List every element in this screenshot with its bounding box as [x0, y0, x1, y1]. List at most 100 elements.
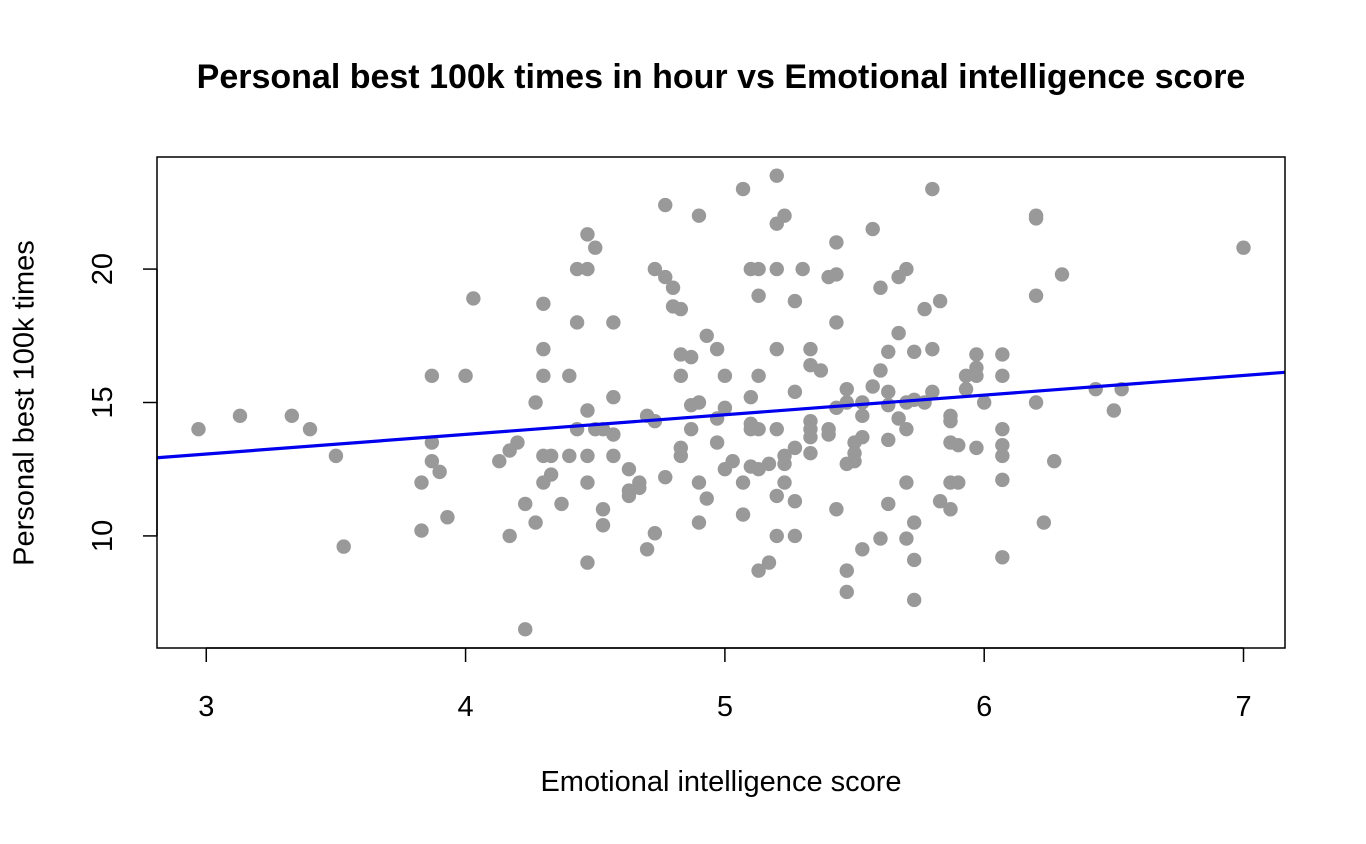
data-point: [995, 437, 1010, 453]
x-tick-label: 3: [198, 691, 214, 723]
data-point: [995, 347, 1010, 362]
data-point: [769, 421, 784, 437]
data-point: [658, 197, 673, 213]
data-point: [691, 395, 707, 410]
data-point: [751, 421, 766, 437]
data-point: [1028, 211, 1044, 226]
data-point: [691, 208, 707, 223]
data-point: [518, 622, 533, 637]
data-point: [502, 528, 517, 544]
data-point: [803, 446, 818, 461]
y-tick-label: 15: [87, 386, 119, 418]
data-point: [855, 542, 870, 557]
data-point: [769, 528, 784, 544]
data-point: [743, 389, 759, 405]
data-points: [191, 168, 1251, 637]
data-point: [510, 435, 525, 450]
data-point: [891, 325, 906, 341]
data-point: [906, 515, 922, 530]
data-point: [709, 435, 725, 450]
data-point: [735, 181, 751, 197]
data-point: [855, 429, 870, 445]
data-point: [943, 413, 958, 429]
data-point: [492, 454, 507, 469]
data-point: [658, 269, 673, 285]
data-point: [777, 208, 792, 223]
data-point: [829, 315, 844, 330]
data-point: [647, 261, 663, 277]
data-point: [536, 296, 551, 311]
data-point: [847, 454, 862, 469]
data-point: [932, 293, 948, 309]
data-point: [769, 341, 784, 357]
data-point: [899, 421, 914, 437]
data-point: [580, 555, 595, 570]
data-point: [432, 464, 447, 480]
data-point: [951, 437, 966, 453]
data-point: [873, 531, 888, 546]
data-point: [580, 403, 595, 418]
data-point: [580, 261, 595, 277]
data-point: [518, 496, 533, 512]
data-point: [795, 261, 810, 277]
data-point: [606, 448, 621, 464]
data-point: [621, 488, 637, 504]
data-point: [717, 400, 733, 416]
data-point: [769, 168, 784, 183]
data-point: [865, 379, 880, 394]
data-point: [595, 518, 611, 533]
data-point: [932, 494, 948, 509]
data-point: [906, 552, 922, 568]
data-point: [414, 523, 429, 538]
data-point: [191, 421, 206, 437]
data-point: [995, 368, 1010, 384]
data-point: [995, 448, 1010, 464]
data-point: [232, 408, 248, 424]
data-point: [943, 502, 958, 517]
data-point: [829, 267, 844, 282]
data-point: [683, 421, 699, 437]
data-point: [606, 389, 621, 405]
y-axis: 10 15 20: [87, 253, 158, 552]
x-tick-label: 7: [1235, 691, 1251, 723]
x-tick-label: 6: [976, 691, 992, 723]
data-point: [873, 363, 888, 378]
data-point: [580, 227, 595, 242]
data-point: [751, 261, 766, 277]
data-point: [899, 475, 914, 490]
data-point: [751, 563, 766, 578]
data-point: [562, 368, 577, 384]
data-point: [528, 395, 543, 410]
data-point: [803, 341, 818, 357]
data-point: [977, 395, 992, 410]
data-point: [735, 507, 751, 522]
data-point: [958, 368, 974, 384]
data-point: [440, 510, 455, 525]
data-point: [735, 475, 751, 490]
y-axis-label: Personal best 100k times: [8, 240, 41, 566]
data-point: [881, 384, 896, 400]
data-point: [569, 261, 585, 277]
data-point: [1028, 288, 1044, 303]
data-point: [606, 315, 621, 330]
data-point: [543, 467, 559, 482]
data-point: [777, 456, 792, 472]
data-point: [1028, 395, 1044, 410]
data-point: [673, 368, 689, 384]
regression-line-group: [156, 370, 1286, 460]
data-point: [787, 440, 803, 456]
data-point: [958, 381, 974, 397]
data-point: [839, 584, 854, 600]
data-point: [925, 384, 940, 400]
data-point: [673, 448, 689, 464]
data-point: [569, 315, 585, 330]
data-point: [995, 472, 1010, 488]
data-point: [787, 384, 803, 400]
data-point: [906, 344, 922, 359]
data-point: [424, 435, 440, 450]
data-point: [328, 448, 344, 464]
data-point: [639, 542, 655, 557]
data-point: [803, 429, 818, 445]
data-point: [691, 475, 707, 490]
data-point: [839, 563, 854, 578]
